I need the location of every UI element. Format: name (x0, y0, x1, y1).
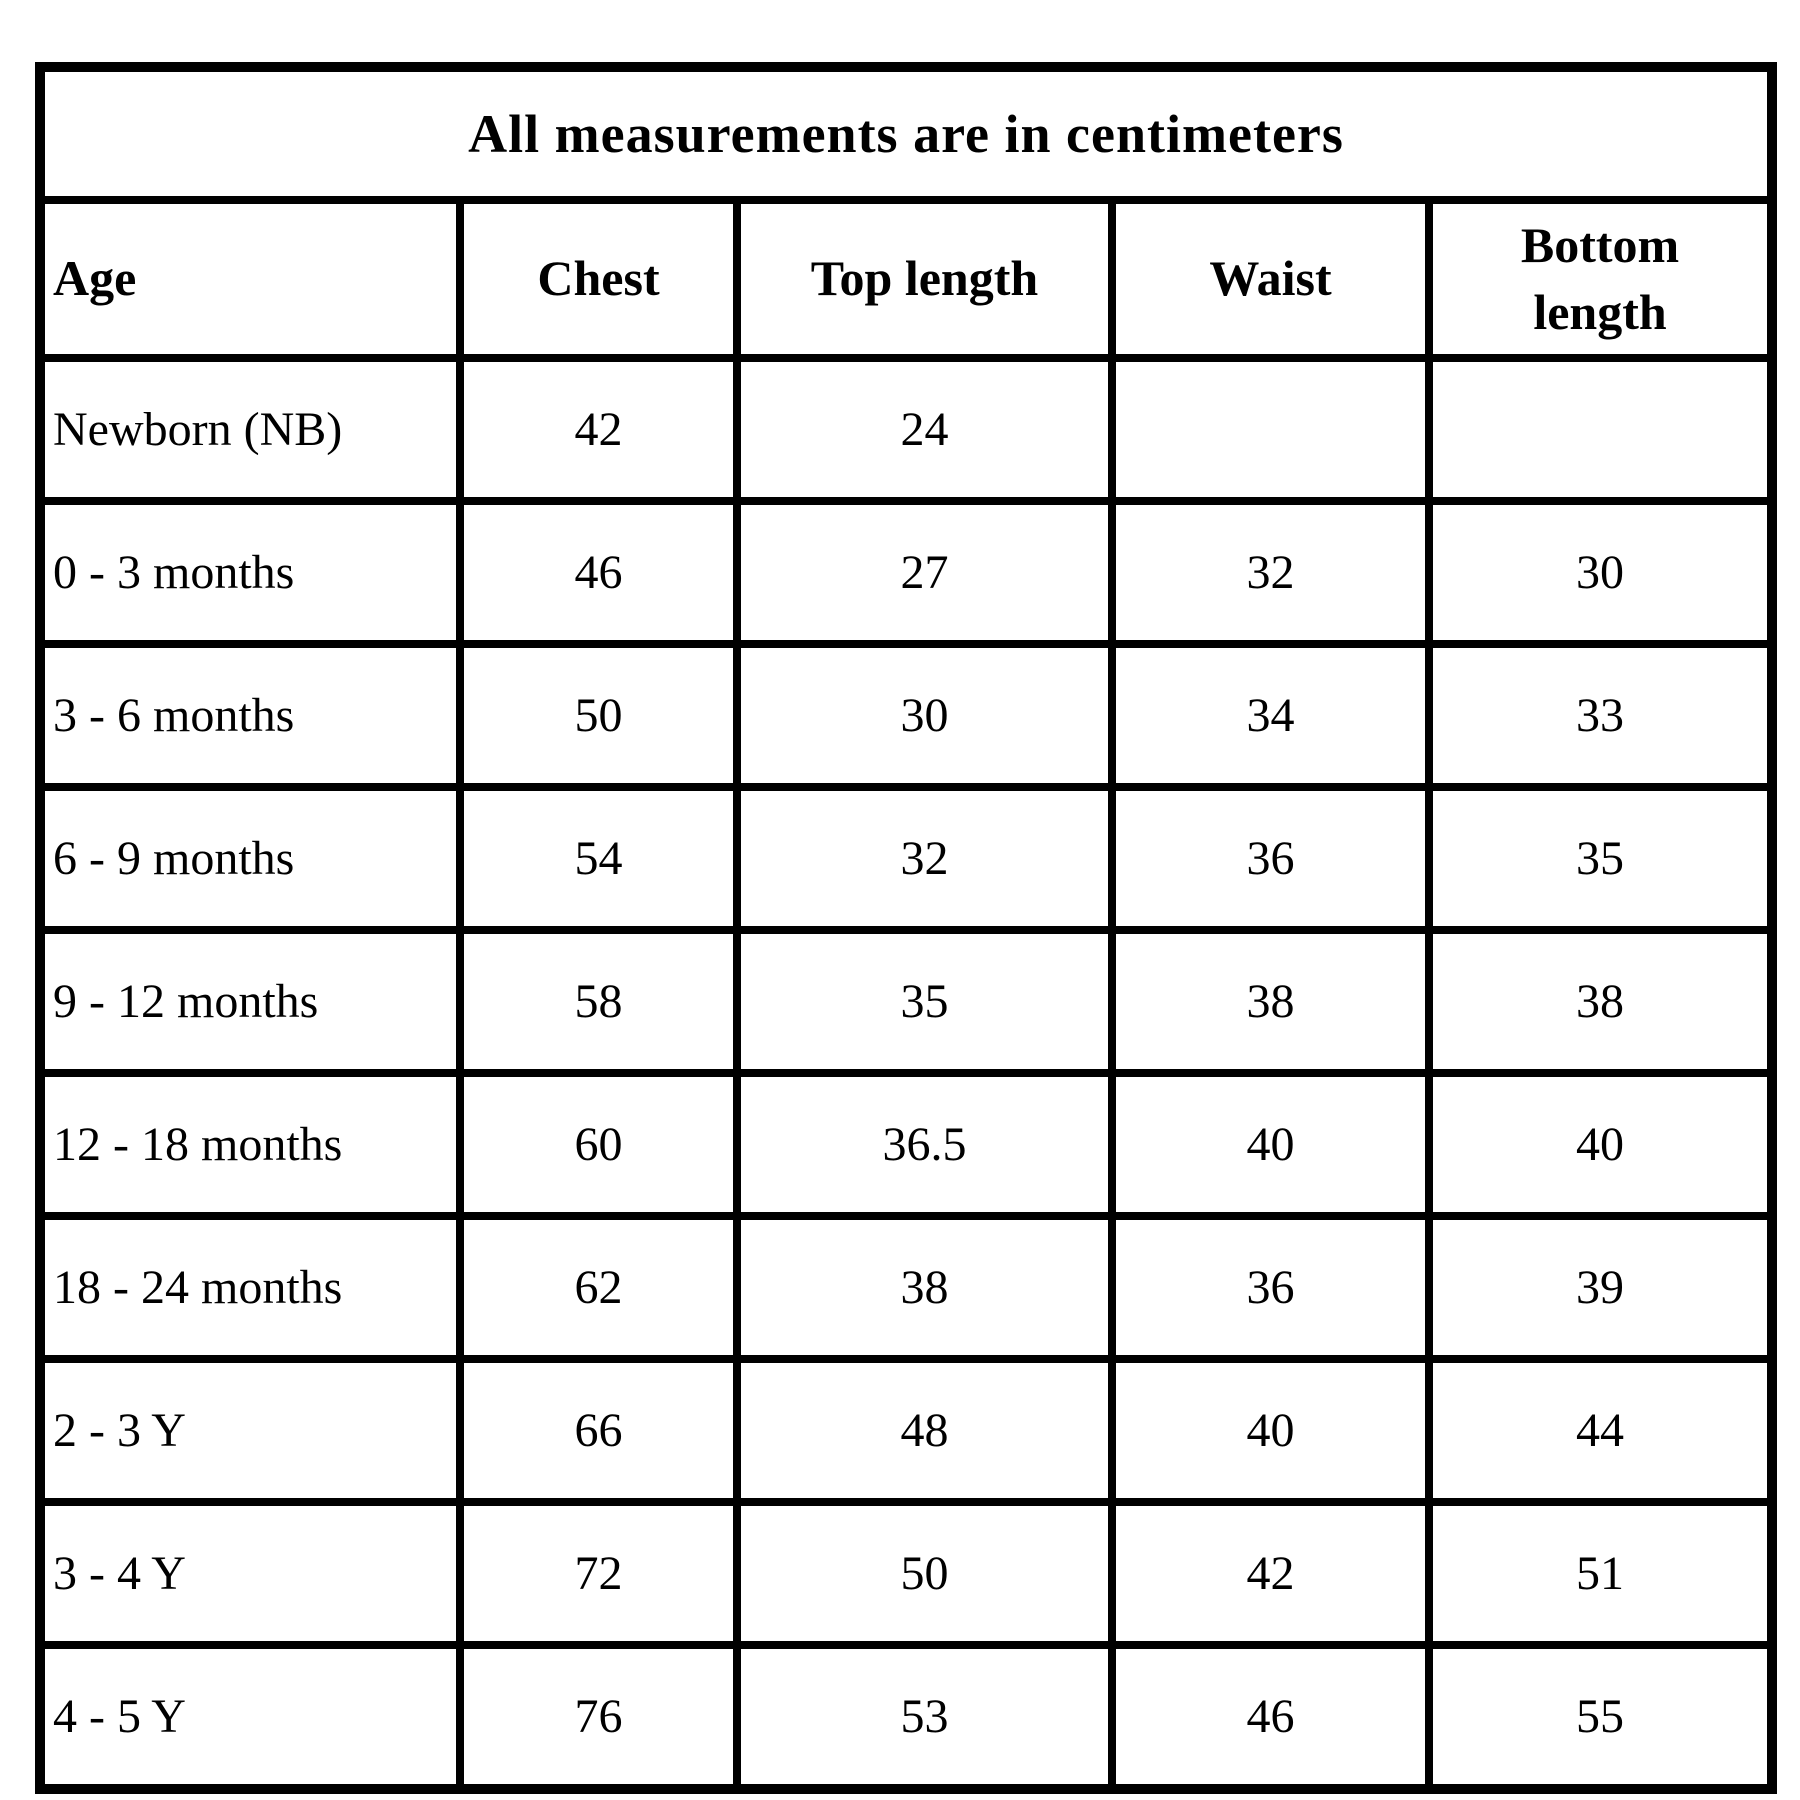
cell-age: 18 - 24 months (36, 1212, 464, 1363)
column-header-bottom-length: Bottom length (1424, 196, 1777, 362)
cell-bottom-length: 40 (1424, 1069, 1777, 1220)
cell-waist: 34 (1108, 640, 1433, 791)
cell-top-length: 32 (733, 783, 1116, 934)
cell-waist: 32 (1108, 497, 1433, 648)
cell-waist: 40 (1108, 1069, 1433, 1220)
cell-age: 12 - 18 months (36, 1069, 464, 1220)
table-row: 0 - 3 months 46 27 32 30 (36, 497, 1777, 648)
cell-bottom-length: 35 (1424, 783, 1777, 934)
column-header-top-length: Top length (733, 196, 1116, 362)
column-header-age: Age (36, 196, 464, 362)
column-header-chest: Chest (456, 196, 741, 362)
cell-age: 2 - 3 Y (36, 1355, 464, 1506)
cell-bottom-length: 39 (1424, 1212, 1777, 1363)
cell-chest: 72 (456, 1498, 741, 1649)
size-chart-table: All measurements are in centimeters Age … (35, 62, 1778, 1794)
cell-top-length: 50 (733, 1498, 1116, 1649)
cell-age: Newborn (NB) (36, 354, 464, 505)
column-header-waist: Waist (1108, 196, 1433, 362)
table-row: 9 - 12 months 58 35 38 38 (36, 926, 1777, 1077)
column-header-bottom-length-label: Bottom length (1520, 216, 1680, 341)
cell-bottom-length: 30 (1424, 497, 1777, 648)
cell-age: 4 - 5 Y (36, 1641, 464, 1793)
cell-bottom-length: 44 (1424, 1355, 1777, 1506)
table-row: 4 - 5 Y 76 53 46 55 (36, 1641, 1777, 1793)
cell-chest: 46 (456, 497, 741, 648)
cell-age: 3 - 4 Y (36, 1498, 464, 1649)
cell-bottom-length (1424, 354, 1777, 505)
table-row: Newborn (NB) 42 24 (36, 354, 1777, 505)
cell-age: 0 - 3 months (36, 497, 464, 648)
cell-top-length: 48 (733, 1355, 1116, 1506)
cell-waist: 42 (1108, 1498, 1433, 1649)
cell-chest: 76 (456, 1641, 741, 1793)
cell-top-length: 35 (733, 926, 1116, 1077)
cell-waist: 46 (1108, 1641, 1433, 1793)
cell-bottom-length: 33 (1424, 640, 1777, 791)
table-body: Newborn (NB) 42 24 0 - 3 months 46 27 32… (36, 354, 1777, 1793)
cell-chest: 66 (456, 1355, 741, 1506)
table-row: 2 - 3 Y 66 48 40 44 (36, 1355, 1777, 1506)
cell-top-length: 30 (733, 640, 1116, 791)
table-row: 12 - 18 months 60 36.5 40 40 (36, 1069, 1777, 1220)
cell-age: 6 - 9 months (36, 783, 464, 934)
table-row: 3 - 4 Y 72 50 42 51 (36, 1498, 1777, 1649)
table-row: 18 - 24 months 62 38 36 39 (36, 1212, 1777, 1363)
table-row: 6 - 9 months 54 32 36 35 (36, 783, 1777, 934)
cell-chest: 54 (456, 783, 741, 934)
cell-waist: 36 (1108, 783, 1433, 934)
cell-waist (1108, 354, 1433, 505)
table-title: All measurements are in centimeters (35, 63, 1777, 204)
title-row: All measurements are in centimeters (35, 63, 1777, 204)
cell-age: 9 - 12 months (36, 926, 464, 1077)
cell-top-length: 27 (733, 497, 1116, 648)
cell-top-length: 38 (733, 1212, 1116, 1363)
cell-chest: 62 (456, 1212, 741, 1363)
cell-bottom-length: 51 (1424, 1498, 1777, 1649)
table-row: 3 - 6 months 50 30 34 33 (36, 640, 1777, 791)
cell-waist: 38 (1108, 926, 1433, 1077)
cell-chest: 50 (456, 640, 741, 791)
cell-age: 3 - 6 months (36, 640, 464, 791)
cell-top-length: 36.5 (733, 1069, 1116, 1220)
cell-chest: 42 (456, 354, 741, 505)
cell-bottom-length: 38 (1424, 926, 1777, 1077)
cell-top-length: 53 (733, 1641, 1116, 1793)
cell-bottom-length: 55 (1424, 1641, 1777, 1793)
header-row: Age Chest Top length Waist Bottom length (36, 196, 1777, 362)
cell-top-length: 24 (733, 354, 1116, 505)
cell-chest: 60 (456, 1069, 741, 1220)
cell-waist: 36 (1108, 1212, 1433, 1363)
cell-chest: 58 (456, 926, 741, 1077)
cell-waist: 40 (1108, 1355, 1433, 1506)
